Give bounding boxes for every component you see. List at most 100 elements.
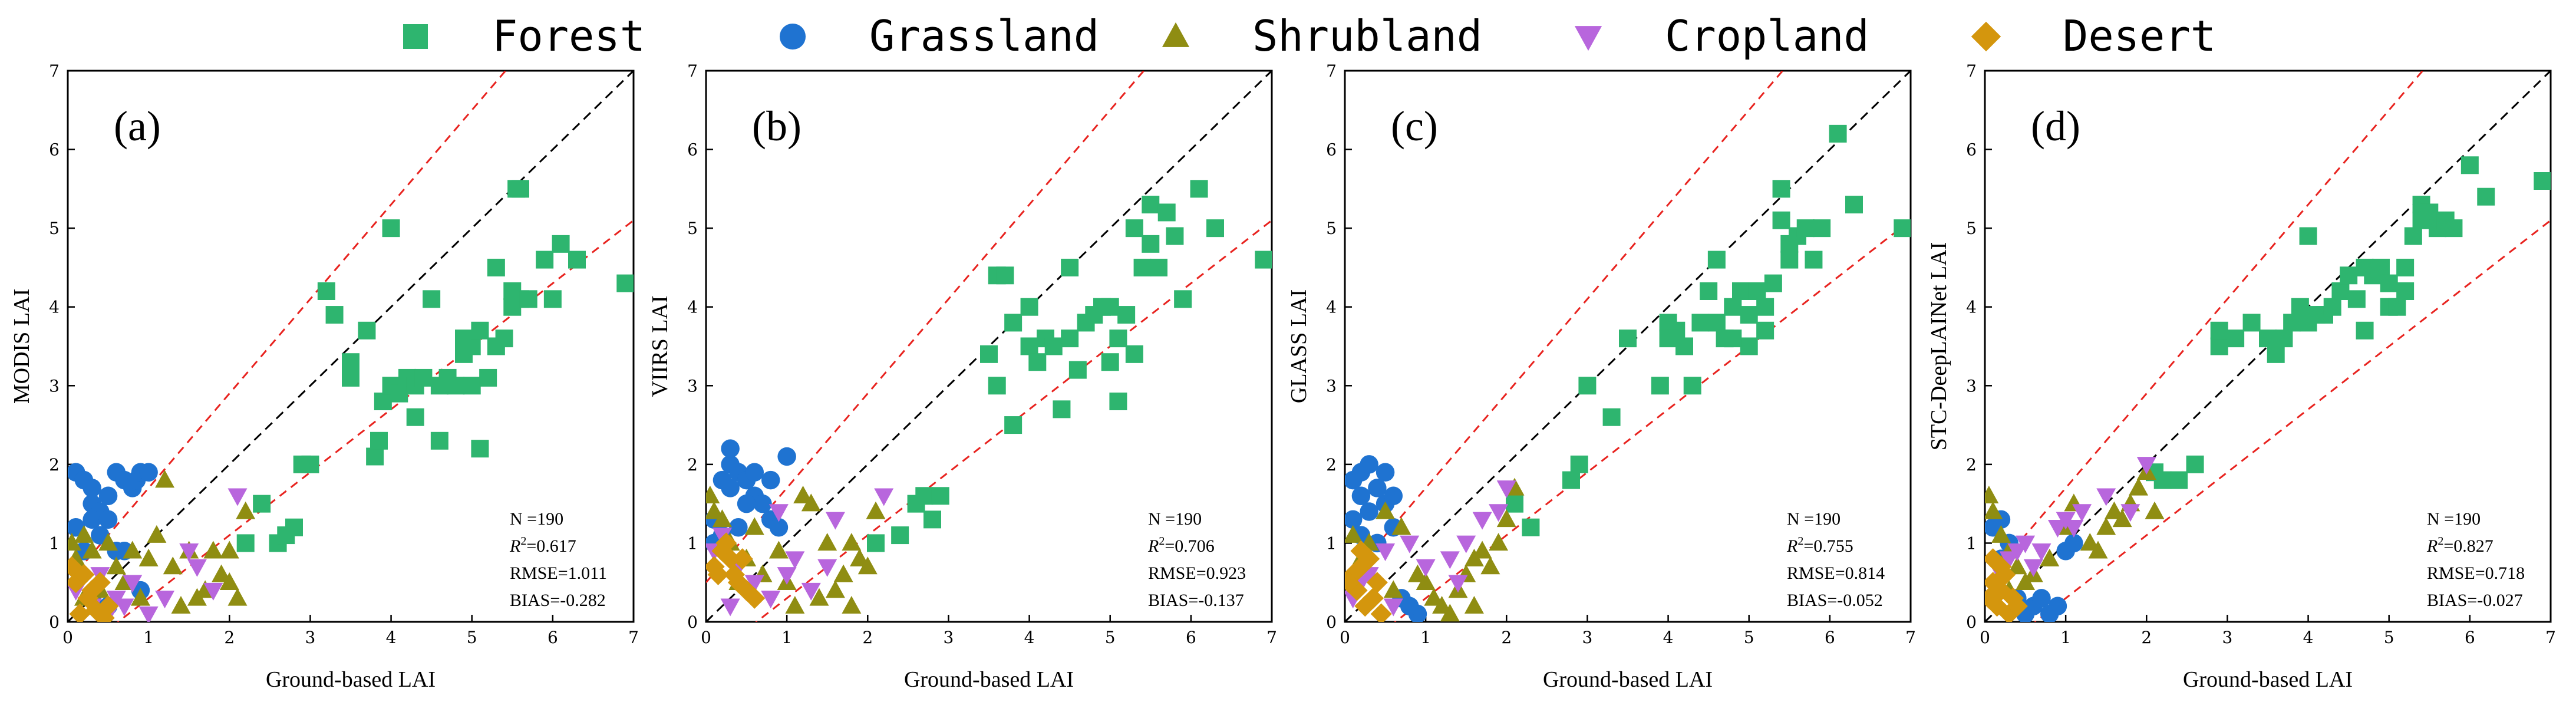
stat-r2-symbol: R [1786, 536, 1797, 556]
data-points [68, 180, 634, 622]
legend-label: Forest [492, 11, 645, 61]
legend-label: Desert [2063, 11, 2216, 61]
upper-uncertainty-line [1345, 71, 1784, 584]
x-tick-label: 2 [862, 628, 873, 647]
point-shrubland [1991, 525, 2011, 543]
point-forest [1724, 298, 1742, 316]
point-cropland [768, 504, 789, 522]
point-desert [744, 587, 766, 609]
stat-r2-exponent: 2 [1797, 535, 1803, 548]
one-to-one-line [1345, 71, 1911, 622]
point-shrubland [768, 541, 789, 559]
y-tick-label: 5 [49, 219, 60, 238]
point-grassland [83, 510, 101, 529]
point-forest [1125, 219, 1143, 238]
point-forest [342, 353, 359, 371]
stat-r2-symbol: R [2426, 536, 2438, 556]
reference-lines [1345, 71, 1911, 622]
point-forest [495, 329, 513, 348]
point-shrubland [817, 533, 837, 551]
point-forest [414, 368, 433, 387]
point-forest [1805, 251, 1823, 269]
x-tick-label: 4 [1663, 628, 1674, 647]
legend-label: Shrubland [1252, 11, 1482, 61]
point-forest [2275, 329, 2293, 348]
point-forest [915, 487, 934, 505]
point-desert [68, 572, 87, 594]
point-forest [1780, 251, 1799, 269]
y-axis-title: VIIRS LAI [648, 295, 672, 397]
point-forest [2242, 314, 2261, 332]
point-forest [1772, 211, 1790, 229]
point-shrubland [227, 588, 248, 606]
point-shrubland [219, 572, 239, 590]
point-cropland [720, 598, 740, 617]
point-shrubland [857, 556, 878, 575]
point-shrubland [163, 556, 183, 575]
stat-n: N =190 [2427, 509, 2481, 529]
point-forest [293, 455, 311, 473]
point-forest [374, 393, 392, 410]
x-axis-title: Ground-based LAI [904, 667, 1074, 692]
stat-n: N =190 [1148, 509, 1202, 529]
legend-item-shrubland: Shrubland [1162, 11, 1482, 61]
reference-lines [1985, 71, 2551, 622]
point-forest [487, 258, 505, 276]
one-to-one-line [1985, 71, 2551, 622]
legend-item-cropland: Cropland [1574, 11, 1869, 61]
y-tick-label: 1 [1966, 533, 1977, 553]
x-tick-label: 6 [2465, 628, 2475, 647]
point-forest [1578, 377, 1597, 395]
point-shrubland [706, 486, 720, 504]
point-cropland [114, 598, 134, 617]
stat-r2-value: =0.755 [1803, 536, 1853, 556]
point-forest [1109, 329, 1127, 348]
triangle-down-icon [1574, 26, 1602, 51]
y-tick-label: 4 [687, 298, 698, 317]
stat-r2: R2=0.755 [1786, 535, 1853, 556]
point-grassland [98, 510, 118, 529]
point-cropland [1416, 559, 1436, 577]
point-shrubland [801, 493, 821, 512]
point-forest [325, 306, 344, 324]
point-cropland [2047, 519, 2067, 538]
point-forest [996, 266, 1014, 285]
point-forest [2170, 471, 2188, 489]
square-icon [403, 24, 428, 49]
point-forest [1125, 345, 1143, 363]
point-forest [1675, 337, 1693, 355]
point-shrubland [155, 470, 175, 488]
point-forest [616, 274, 634, 292]
point-forest [1053, 400, 1071, 418]
point-desert [731, 548, 753, 570]
stat-r2: R2=0.827 [2426, 535, 2493, 556]
x-tick-label: 5 [2384, 628, 2394, 647]
point-forest [1166, 227, 1184, 245]
point-forest [867, 534, 885, 552]
point-forest [1619, 329, 1637, 348]
y-tick-label: 3 [1966, 376, 1977, 396]
point-shrubland [1383, 580, 1403, 598]
x-tick-label: 0 [1980, 628, 1990, 647]
point-forest [2210, 321, 2228, 340]
point-shrubland [842, 596, 862, 614]
panel-c: 0 1 2 3 4 5 6 7 0 1 2 3 4 5 6 7 Ground-based LAI GLASS LA… [1287, 61, 1916, 692]
point-forest [382, 219, 400, 238]
x-tick-label: 7 [2545, 628, 2556, 647]
y-tick-label: 1 [687, 533, 698, 553]
point-forest [253, 495, 271, 513]
y-tick-label: 1 [1326, 533, 1337, 553]
stat-r2-exponent: 2 [2438, 535, 2443, 548]
series-grassland [1345, 455, 1427, 622]
panel-tag: (d) [2031, 103, 2080, 150]
point-shrubland [712, 509, 732, 528]
point-grassland [753, 494, 772, 513]
circle-icon [779, 23, 806, 50]
point-forest [317, 282, 335, 300]
point-shrubland [809, 588, 829, 606]
point-forest [2186, 455, 2204, 473]
point-forest [1068, 361, 1087, 379]
y-tick-label: 6 [687, 140, 698, 160]
point-shrubland [106, 556, 126, 575]
